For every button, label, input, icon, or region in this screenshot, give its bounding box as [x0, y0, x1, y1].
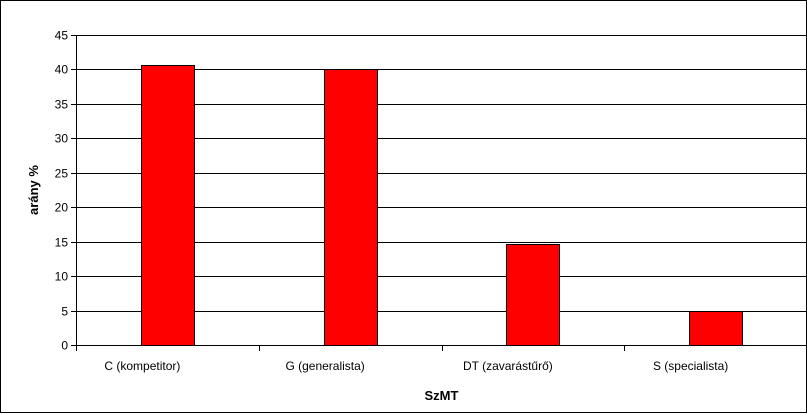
y-tick-labels: 0 5 10 15 20 25 30 35 40 45 [55, 29, 69, 353]
y-tick-label: 15 [55, 236, 69, 250]
bar [506, 244, 560, 346]
axes [71, 35, 807, 351]
y-axis-title: arány % [26, 165, 41, 215]
bar [689, 311, 743, 346]
y-tick-label: 30 [55, 132, 69, 146]
x-tick-labels: C (kompetitor) G (generalista) DT (zavarás… [104, 359, 728, 373]
y-tick-label: 35 [55, 98, 69, 112]
x-tick-label: C (kompetitor) [104, 359, 180, 373]
y-tick-label: 25 [55, 167, 69, 181]
bar [324, 69, 378, 346]
x-tick-label: G (generalista) [285, 359, 364, 373]
y-tick-label: 10 [55, 270, 69, 284]
bar [141, 65, 195, 346]
y-tick-label: 40 [55, 63, 69, 77]
y-tick-label: 5 [61, 305, 68, 319]
y-tick-label: 20 [55, 201, 69, 215]
y-tick-label: 0 [61, 339, 68, 353]
gridlines [76, 35, 807, 312]
x-axis-title: SzMT [425, 388, 459, 403]
bars [141, 65, 743, 346]
y-tick-label: 45 [55, 29, 69, 43]
x-tick-label: DT (zavarástűrő) [463, 359, 553, 373]
x-tick-label: S (specialista) [653, 359, 728, 373]
